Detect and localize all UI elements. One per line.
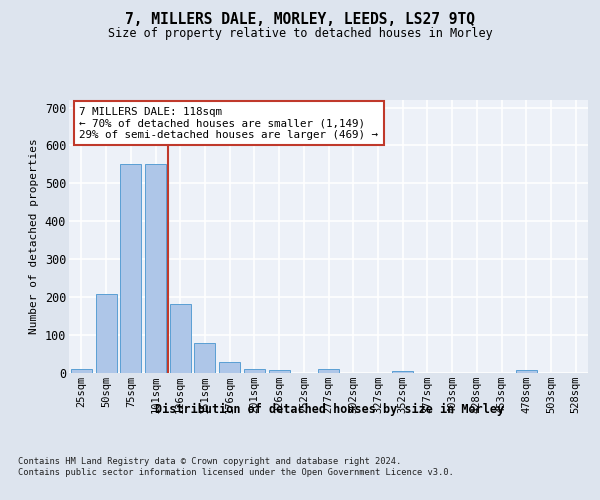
Text: 7 MILLERS DALE: 118sqm
← 70% of detached houses are smaller (1,149)
29% of semi-: 7 MILLERS DALE: 118sqm ← 70% of detached…: [79, 107, 379, 140]
Text: 7, MILLERS DALE, MORLEY, LEEDS, LS27 9TQ: 7, MILLERS DALE, MORLEY, LEEDS, LS27 9TQ: [125, 12, 475, 28]
Bar: [269, 370, 290, 372]
Y-axis label: Number of detached properties: Number of detached properties: [29, 138, 39, 334]
Bar: [95, 294, 116, 372]
Bar: [194, 343, 215, 372]
Bar: [120, 164, 141, 372]
Bar: [219, 362, 240, 372]
Bar: [170, 304, 191, 372]
Bar: [516, 370, 537, 372]
Bar: [392, 370, 413, 372]
Text: Size of property relative to detached houses in Morley: Size of property relative to detached ho…: [107, 28, 493, 40]
Bar: [145, 164, 166, 372]
Bar: [244, 368, 265, 372]
Text: Contains HM Land Registry data © Crown copyright and database right 2024.
Contai: Contains HM Land Registry data © Crown c…: [18, 458, 454, 477]
Bar: [318, 370, 339, 372]
Bar: [71, 368, 92, 372]
Text: Distribution of detached houses by size in Morley: Distribution of detached houses by size …: [155, 402, 505, 415]
